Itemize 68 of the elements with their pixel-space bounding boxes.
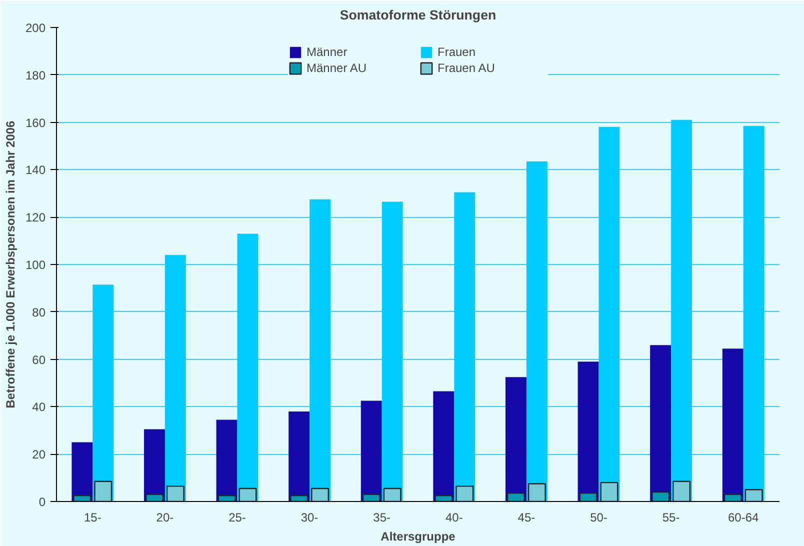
bar — [73, 494, 92, 502]
bar — [94, 480, 112, 502]
bar — [506, 492, 525, 502]
bar — [145, 494, 164, 502]
bar — [164, 255, 186, 502]
bar — [383, 488, 402, 502]
bar — [216, 420, 238, 502]
y-tick-label: 80 — [32, 305, 46, 320]
x-tick-label: 20- — [156, 510, 174, 524]
bar — [743, 126, 764, 502]
bar — [744, 489, 763, 502]
bar — [238, 488, 257, 502]
bar — [218, 494, 236, 502]
bar — [454, 192, 476, 502]
y-tick-label: 200 — [25, 21, 46, 35]
y-axis-title: Betroffene je 1.000 Erwerbspersonen im Jahr 2006 — [3, 120, 18, 408]
bar — [72, 442, 93, 502]
bar — [310, 199, 331, 502]
bar — [144, 429, 165, 502]
legend-label: Männer — [306, 45, 348, 59]
bar — [382, 202, 403, 502]
y-tick-label: 140 — [25, 163, 46, 178]
bar — [362, 494, 380, 502]
bar — [290, 494, 308, 502]
x-tick-label: 60-64 — [728, 510, 760, 524]
bar — [288, 411, 310, 502]
bar — [505, 377, 526, 502]
y-tick-label: 160 — [25, 116, 46, 130]
bar — [166, 485, 184, 502]
bar — [92, 284, 114, 502]
legend-label: Frauen — [438, 45, 477, 59]
chart-title: Somatoforme Störungen — [340, 8, 496, 22]
y-tick-label: 40 — [32, 400, 46, 414]
bar — [528, 483, 546, 502]
x-tick-label: 30- — [300, 510, 318, 524]
bar — [672, 480, 691, 502]
x-tick-label: 40- — [445, 510, 463, 524]
legend-label: Frauen AU — [438, 61, 496, 75]
y-tick-label: 120 — [25, 210, 46, 225]
x-tick-label: 35- — [373, 510, 391, 524]
bar — [237, 234, 258, 502]
bar — [311, 488, 330, 502]
y-tick-label: 100 — [25, 258, 46, 272]
bar — [578, 362, 599, 502]
bar — [360, 400, 382, 502]
x-tick-label: 50- — [590, 510, 608, 524]
x-tick-label: 55- — [662, 510, 680, 524]
x-tick-label: 15- — [84, 510, 102, 524]
bar — [600, 482, 618, 502]
bar — [579, 492, 598, 502]
bar — [434, 494, 453, 502]
x-tick-label: 25- — [228, 510, 246, 524]
legend-label: Männer AU — [306, 61, 368, 75]
bar — [598, 127, 620, 502]
y-tick-label: 60 — [32, 352, 46, 367]
bar — [652, 491, 670, 502]
bar — [433, 391, 454, 502]
y-tick-label: 0 — [38, 495, 46, 509]
bar — [724, 494, 742, 502]
y-tick-label: 180 — [25, 68, 46, 82]
bar — [722, 348, 744, 502]
x-tick-label: 45- — [518, 510, 536, 524]
bar — [671, 120, 692, 502]
bar — [526, 161, 548, 502]
y-tick-label: 20 — [32, 448, 46, 462]
bar — [456, 485, 474, 502]
bar — [650, 345, 672, 502]
x-axis-title: Altersgruppe — [380, 530, 456, 544]
